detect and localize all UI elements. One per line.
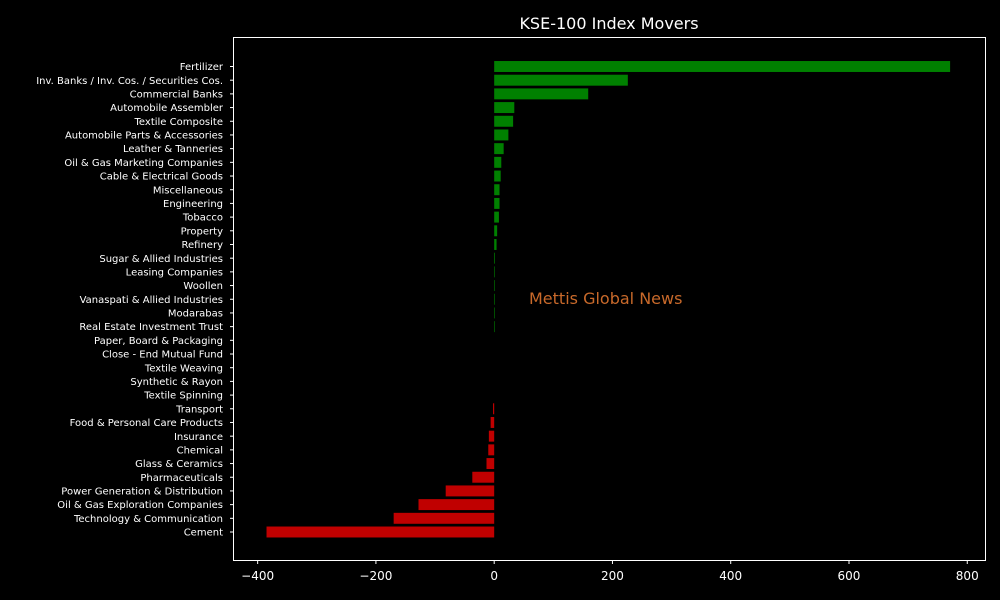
bar [488,430,495,442]
bar [486,458,495,470]
bar [494,61,951,72]
y-tick-label: Miscellaneous [153,185,223,196]
y-tick-label: Tobacco [182,213,223,224]
x-tick-label: 0 [490,569,498,583]
y-tick-label: Transport [175,404,223,415]
y-tick-label: Woollen [183,281,223,292]
bars-group [266,61,951,538]
bar [494,211,499,223]
x-tick-label: −400 [241,569,274,583]
y-tick-label: Automobile Parts & Accessories [65,131,223,142]
bar [494,143,504,155]
y-tick-label: Technology & Communication [73,514,223,525]
bar [494,293,495,305]
y-tick-label: Oil & Gas Marketing Companies [64,158,223,169]
bar [494,115,514,127]
bar [494,321,495,333]
y-tick-label: Fertilizer [180,62,224,73]
x-tick-label: 600 [838,569,861,583]
bar [494,280,495,292]
y-tick-label: Refinery [182,240,224,251]
y-tick-label: Synthetic & Rayon [130,377,223,388]
y-tick-label: Property [181,226,223,237]
y-tick-label: Inv. Banks / Inv. Cos. / Securities Cos. [36,76,223,87]
y-tick-label: Real Estate Investment Trust [79,322,223,333]
x-axis-ticks: −400 −200 0 200 400 600 800 [241,560,979,583]
bar [266,526,495,538]
bar [494,156,502,168]
bar [494,102,515,114]
y-tick-label: Engineering [163,199,223,210]
bar [494,88,589,100]
y-tick-labels: Fertilizer Inv. Banks / Inv. Cos. / Secur… [36,62,234,539]
bar [494,197,500,209]
y-tick-label: Leather & Tanneries [123,144,223,155]
y-tick-label: Sugar & Allied Industries [99,254,223,265]
bar [494,74,628,86]
y-tick-label: Chemical [177,445,223,456]
bar [494,170,501,182]
x-tick-label: 800 [956,569,979,583]
y-tick-label: Food & Personal Care Products [70,418,223,429]
y-tick-label: Textile Composite [134,117,223,128]
y-tick-label: Paper, Board & Packaging [94,336,223,347]
y-tick-label: Pharmaceuticals [140,473,223,484]
bar [490,416,495,428]
x-tick-label: 200 [601,569,624,583]
y-tick-label: Oil & Gas Exploration Companies [57,500,223,511]
bar [418,499,495,511]
y-tick-label: Close - End Mutual Fund [102,350,223,361]
y-tick-label: Leasing Companies [126,267,223,278]
bar [494,239,497,250]
bar [493,403,495,415]
bar [488,444,495,456]
y-tick-label: Power Generation & Distribution [61,487,223,498]
chart-title: KSE-100 Index Movers [519,14,698,33]
bar [494,225,498,237]
bar [472,471,495,483]
y-tick-label: Commercial Banks [130,89,223,100]
y-tick-label: Glass & Ceramics [135,459,223,470]
watermark-text: Mettis Global News [529,289,682,308]
y-tick-label: Cable & Electrical Goods [100,172,223,183]
bar [494,184,500,196]
bar [494,252,495,264]
y-tick-label: Textile Weaving [144,363,223,374]
bar [445,485,495,497]
bar [494,129,509,141]
y-tick-label: Automobile Assembler [110,103,224,114]
y-tick-label: Modarabas [168,309,223,320]
x-tick-label: −200 [359,569,392,583]
y-tick-label: Textile Spinning [143,391,223,402]
bar [494,307,495,319]
bar [393,512,495,524]
y-tick-label: Vanaspati & Allied Industries [80,295,223,306]
x-tick-label: 400 [719,569,742,583]
y-tick-label: Insurance [174,432,223,443]
y-tick-label: Cement [184,528,223,539]
bar [494,266,495,278]
